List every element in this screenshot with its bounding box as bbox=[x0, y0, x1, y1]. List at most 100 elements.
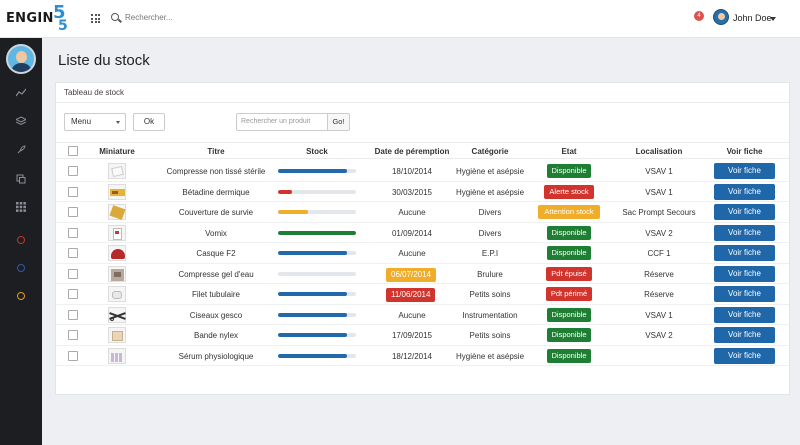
vomix-icon[interactable] bbox=[108, 224, 126, 241]
table-row: Vomix 01/09/2014 Divers Disponible VSAV 2 Voi… bbox=[56, 223, 789, 243]
stock-panel: Tableau de stock Menu Ok Rechercher un p… bbox=[55, 82, 790, 395]
row-checkbox[interactable] bbox=[68, 268, 78, 279]
stock-bar bbox=[278, 169, 356, 173]
product-category: Hygiène et asépsie bbox=[455, 167, 525, 176]
col-date[interactable]: Date de péremption bbox=[374, 147, 450, 156]
stock-bar bbox=[278, 292, 356, 296]
col-miniature[interactable]: Miniature bbox=[99, 147, 135, 156]
notification-badge[interactable]: 4 bbox=[694, 11, 704, 21]
stock-bar bbox=[278, 271, 356, 276]
user-name[interactable]: John Doe bbox=[733, 13, 772, 23]
row-checkbox[interactable] bbox=[68, 289, 78, 299]
view-sheet-button[interactable]: Voir fiche bbox=[714, 204, 775, 220]
table-row: Bande nylex 17/09/2015 Petits soins Disponi… bbox=[56, 325, 789, 346]
status-badge: Disponible bbox=[547, 164, 591, 178]
status-badge: Disponible bbox=[547, 246, 591, 260]
serum-icon[interactable] bbox=[108, 347, 126, 364]
view-sheet-button[interactable]: Voir fiche bbox=[714, 265, 775, 282]
row-checkbox[interactable] bbox=[68, 350, 78, 361]
blue-ring-icon[interactable] bbox=[17, 264, 25, 272]
red-ring-icon[interactable] bbox=[17, 236, 25, 244]
col-stock[interactable]: Stock bbox=[306, 147, 328, 156]
product-location: CCF 1 bbox=[647, 249, 671, 258]
table-row: Couverture de survie Aucune Divers Attentio… bbox=[56, 202, 789, 223]
status-badge: Pdt périmé bbox=[546, 287, 592, 301]
view-sheet-button[interactable]: Voir fiche bbox=[714, 347, 775, 364]
product-search-input[interactable]: Rechercher un produit bbox=[236, 113, 328, 131]
search-input[interactable]: Rechercher... bbox=[125, 13, 173, 22]
compress-icon[interactable] bbox=[108, 163, 126, 179]
rocket-icon[interactable] bbox=[16, 142, 26, 154]
row-checkbox[interactable] bbox=[68, 227, 78, 238]
bandage-icon[interactable] bbox=[108, 327, 126, 343]
view-sheet-button[interactable]: Voir fiche bbox=[714, 224, 775, 241]
expiry-date: 01/09/2014 bbox=[391, 228, 433, 238]
product-location: Réserve bbox=[644, 269, 674, 279]
col-titre[interactable]: Titre bbox=[207, 147, 225, 156]
product-location: Sac Prompt Secours bbox=[622, 208, 696, 217]
top-bar: ENGIN 5 5 Rechercher... 4 John Doe bbox=[0, 0, 800, 38]
col-categorie[interactable]: Catégorie bbox=[471, 147, 509, 156]
user-avatar[interactable] bbox=[713, 9, 729, 25]
expiry-date-badge: 06/07/2014 bbox=[386, 267, 437, 282]
chart-line-icon[interactable] bbox=[15, 85, 27, 97]
col-localisation[interactable]: Localisation bbox=[635, 147, 683, 156]
row-checkbox[interactable] bbox=[68, 186, 78, 197]
table-row: Sérum physiologique 18/12/2014 Hygiène et … bbox=[56, 346, 789, 366]
row-checkbox[interactable] bbox=[68, 248, 78, 258]
view-sheet-button[interactable]: Voir fiche bbox=[714, 245, 775, 261]
chevron-down-icon[interactable] bbox=[770, 17, 776, 21]
apps-grid-icon[interactable] bbox=[91, 14, 100, 23]
status-badge: Disponible bbox=[547, 225, 591, 240]
product-title: Vomix bbox=[205, 228, 227, 238]
product-category: Brulure bbox=[477, 269, 503, 279]
view-sheet-button[interactable]: Voir fiche bbox=[714, 183, 775, 200]
row-checkbox[interactable] bbox=[68, 309, 78, 320]
profile-avatar[interactable] bbox=[6, 44, 36, 74]
menu-select-label: Menu bbox=[71, 117, 92, 126]
layers-icon[interactable] bbox=[14, 113, 28, 126]
expiry-date: 17/09/2015 bbox=[391, 331, 433, 340]
view-sheet-button[interactable]: Voir fiche bbox=[714, 286, 775, 302]
product-location: VSAV 2 bbox=[645, 331, 673, 340]
view-sheet-button[interactable]: Voir fiche bbox=[714, 327, 775, 343]
grid-icon[interactable] bbox=[16, 199, 26, 212]
col-etat[interactable]: Etat bbox=[561, 147, 577, 156]
betadine-icon[interactable] bbox=[108, 183, 126, 200]
product-title: Bande nylex bbox=[193, 331, 239, 340]
status-badge: Disponible bbox=[547, 348, 591, 363]
net-icon[interactable] bbox=[108, 286, 126, 302]
product-location: VSAV 1 bbox=[645, 187, 673, 197]
product-category: Instrumentation bbox=[462, 310, 518, 320]
scissors-icon[interactable] bbox=[108, 306, 126, 323]
copy-icon[interactable] bbox=[16, 171, 26, 184]
status-badge: Disponible bbox=[547, 328, 591, 342]
gel-icon[interactable] bbox=[108, 265, 126, 282]
product-title: Sérum physiologique bbox=[178, 351, 254, 361]
table-row: Ciseaux gesco Aucune Instrumentation Dispon… bbox=[56, 305, 789, 325]
product-title: Bétadine dermique bbox=[182, 187, 250, 197]
logo[interactable]: ENGIN 5 5 bbox=[6, 2, 70, 34]
product-location: Réserve bbox=[644, 290, 674, 299]
view-sheet-button[interactable]: Voir fiche bbox=[714, 306, 775, 323]
search-icon[interactable] bbox=[111, 13, 119, 21]
col-voir-fiche[interactable]: Voir fiche bbox=[726, 147, 763, 156]
expiry-date: 18/12/2014 bbox=[391, 351, 433, 361]
row-checkbox[interactable] bbox=[68, 207, 78, 217]
expiry-date: Aucune bbox=[398, 310, 426, 320]
expiry-date: 18/10/2014 bbox=[391, 167, 433, 176]
blanket-icon[interactable] bbox=[108, 204, 126, 220]
helmet-icon[interactable] bbox=[108, 245, 126, 261]
orange-ring-icon[interactable] bbox=[17, 292, 25, 300]
logo-number-top: 5 bbox=[53, 2, 66, 23]
menu-select[interactable]: Menu bbox=[64, 113, 126, 131]
status-badge: Pdt épuisé bbox=[546, 266, 592, 281]
select-all-checkbox[interactable] bbox=[68, 146, 78, 156]
row-checkbox[interactable] bbox=[68, 166, 78, 176]
product-category: Divers bbox=[478, 228, 502, 238]
view-sheet-button[interactable]: Voir fiche bbox=[714, 163, 775, 179]
product-location: VSAV 1 bbox=[645, 310, 673, 320]
ok-button[interactable]: Ok bbox=[133, 113, 165, 131]
go-button[interactable]: Go! bbox=[327, 113, 350, 131]
row-checkbox[interactable] bbox=[68, 330, 78, 340]
